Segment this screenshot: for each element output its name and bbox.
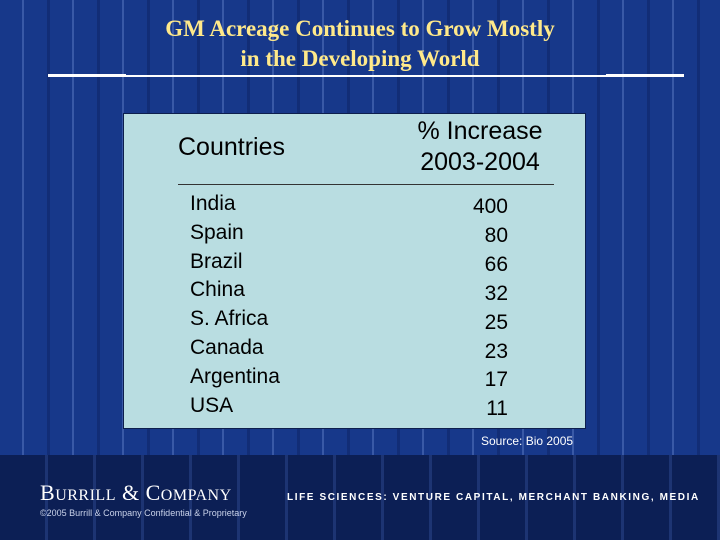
- data-table-panel: Countries % Increase 2003-2004 India Spa…: [123, 113, 586, 429]
- header-divider: [178, 184, 554, 185]
- header-increase: % Increase 2003-2004: [400, 116, 560, 178]
- country-cell: Canada: [190, 334, 280, 363]
- country-cell: China: [190, 276, 280, 305]
- title-rule: [126, 75, 606, 77]
- increase-cell: 32: [424, 280, 508, 309]
- company-tagline: LIFE SCIENCES: VENTURE CAPITAL, MERCHANT…: [287, 492, 700, 503]
- brand-ampersand: &: [116, 480, 146, 505]
- increase-cell: 11: [424, 395, 508, 424]
- country-cell: Argentina: [190, 363, 280, 392]
- slide-title: GM Acreage Continues to Grow Mostly in t…: [0, 14, 720, 74]
- header-increase-line-2: 2003-2004: [400, 147, 560, 178]
- copyright-note: ©2005 Burrill & Company Confidential & P…: [40, 508, 247, 518]
- title-rule-left: [48, 74, 126, 77]
- increase-cell: 400: [424, 193, 508, 222]
- country-cell: India: [190, 190, 280, 219]
- company-logo: BURRILL & COMPANY: [40, 480, 232, 506]
- source-note: Source: Bio 2005: [481, 434, 573, 448]
- header-countries: Countries: [178, 132, 285, 163]
- brand-ompany: OMPANY: [161, 487, 232, 504]
- country-list: India Spain Brazil China S. Africa Canad…: [190, 190, 280, 420]
- country-cell: S. Africa: [190, 305, 280, 334]
- brand-urrill: URRILL: [55, 487, 116, 504]
- header-increase-line-1: % Increase: [400, 116, 560, 147]
- brand-initial-b: B: [40, 480, 55, 505]
- slide-title-line-1: GM Acreage Continues to Grow Mostly: [0, 14, 720, 44]
- footer-band: BURRILL & COMPANY LIFE SCIENCES: VENTURE…: [0, 455, 720, 540]
- title-rule-right: [606, 74, 684, 77]
- increase-cell: 23: [424, 338, 508, 367]
- brand-initial-c: C: [146, 480, 161, 505]
- slide-title-line-2: in the Developing World: [0, 44, 720, 74]
- country-cell: Brazil: [190, 248, 280, 277]
- increase-cell: 17: [424, 366, 508, 395]
- increase-list: 400 80 66 32 25 23 17 11: [424, 193, 508, 424]
- increase-cell: 66: [424, 251, 508, 280]
- increase-cell: 80: [424, 222, 508, 251]
- country-cell: USA: [190, 392, 280, 421]
- increase-cell: 25: [424, 309, 508, 338]
- country-cell: Spain: [190, 219, 280, 248]
